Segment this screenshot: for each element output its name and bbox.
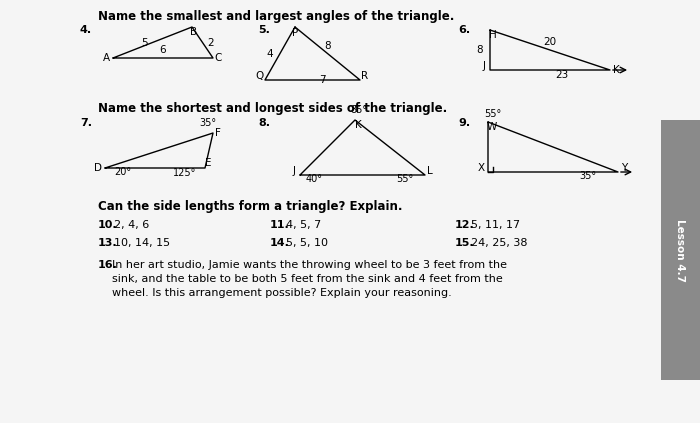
Text: 9.: 9. — [458, 118, 470, 128]
Text: X: X — [477, 163, 484, 173]
Text: 6.: 6. — [458, 25, 470, 35]
Text: 4, 5, 7: 4, 5, 7 — [286, 220, 321, 230]
Text: sink, and the table to be both 5 feet from the sink and 4 feet from the: sink, and the table to be both 5 feet fr… — [112, 274, 503, 284]
Text: L: L — [427, 166, 433, 176]
Text: H: H — [489, 30, 497, 40]
Text: 4: 4 — [267, 49, 273, 58]
Text: Lesson 4.7: Lesson 4.7 — [675, 219, 685, 281]
Text: 23: 23 — [555, 70, 568, 80]
Text: A: A — [102, 53, 110, 63]
Text: Can the side lengths form a triangle? Explain.: Can the side lengths form a triangle? Ex… — [98, 200, 402, 213]
Text: W: W — [487, 122, 497, 132]
Text: 5: 5 — [141, 38, 148, 47]
Text: In her art studio, Jamie wants the throwing wheel to be 3 feet from the: In her art studio, Jamie wants the throw… — [112, 260, 507, 270]
Text: C: C — [214, 53, 222, 63]
Text: 125°: 125° — [174, 168, 197, 178]
Text: 10, 14, 15: 10, 14, 15 — [114, 238, 170, 248]
Text: 15.: 15. — [455, 238, 475, 248]
Text: Y: Y — [621, 163, 627, 173]
Text: 2, 4, 6: 2, 4, 6 — [114, 220, 149, 230]
Text: Name the shortest and longest sides of the triangle.: Name the shortest and longest sides of t… — [98, 102, 447, 115]
Text: K: K — [355, 120, 361, 130]
Text: 5, 11, 17: 5, 11, 17 — [471, 220, 520, 230]
Text: R: R — [361, 71, 369, 81]
Text: 2: 2 — [207, 38, 214, 47]
Text: Q: Q — [255, 71, 263, 81]
Text: 4.: 4. — [80, 25, 92, 35]
Text: 55°: 55° — [396, 174, 414, 184]
Text: 11.: 11. — [270, 220, 290, 230]
Text: 13.: 13. — [98, 238, 118, 248]
Text: 20°: 20° — [114, 167, 132, 177]
Text: 8.: 8. — [258, 118, 270, 128]
Text: 7.: 7. — [80, 118, 92, 128]
Text: 14.: 14. — [270, 238, 290, 248]
Text: 7: 7 — [319, 75, 326, 85]
Text: B: B — [190, 27, 197, 37]
Text: P: P — [292, 28, 298, 38]
Text: 35°: 35° — [199, 118, 216, 128]
Bar — [661, 120, 700, 380]
Text: 20: 20 — [543, 37, 556, 47]
Text: 5.: 5. — [258, 25, 270, 35]
Text: 5, 5, 10: 5, 5, 10 — [286, 238, 328, 248]
Text: 12.: 12. — [455, 220, 475, 230]
Text: 8: 8 — [477, 45, 483, 55]
Text: K: K — [612, 65, 620, 75]
Text: D: D — [94, 163, 102, 173]
Text: 10.: 10. — [98, 220, 118, 230]
Text: 55°: 55° — [484, 109, 502, 119]
Text: 40°: 40° — [305, 174, 323, 184]
Text: F: F — [215, 128, 221, 138]
Text: 35°: 35° — [580, 171, 596, 181]
Text: wheel. Is this arrangement possible? Explain your reasoning.: wheel. Is this arrangement possible? Exp… — [112, 288, 452, 298]
Text: 85°: 85° — [351, 105, 368, 115]
Text: Name the smallest and largest angles of the triangle.: Name the smallest and largest angles of … — [98, 10, 454, 23]
Text: E: E — [204, 158, 211, 168]
Text: 24, 25, 38: 24, 25, 38 — [471, 238, 528, 248]
Text: 8: 8 — [324, 41, 331, 50]
Text: 6: 6 — [160, 45, 167, 55]
Text: J: J — [293, 166, 295, 176]
Text: 16.: 16. — [98, 260, 118, 270]
Text: J: J — [482, 61, 486, 71]
